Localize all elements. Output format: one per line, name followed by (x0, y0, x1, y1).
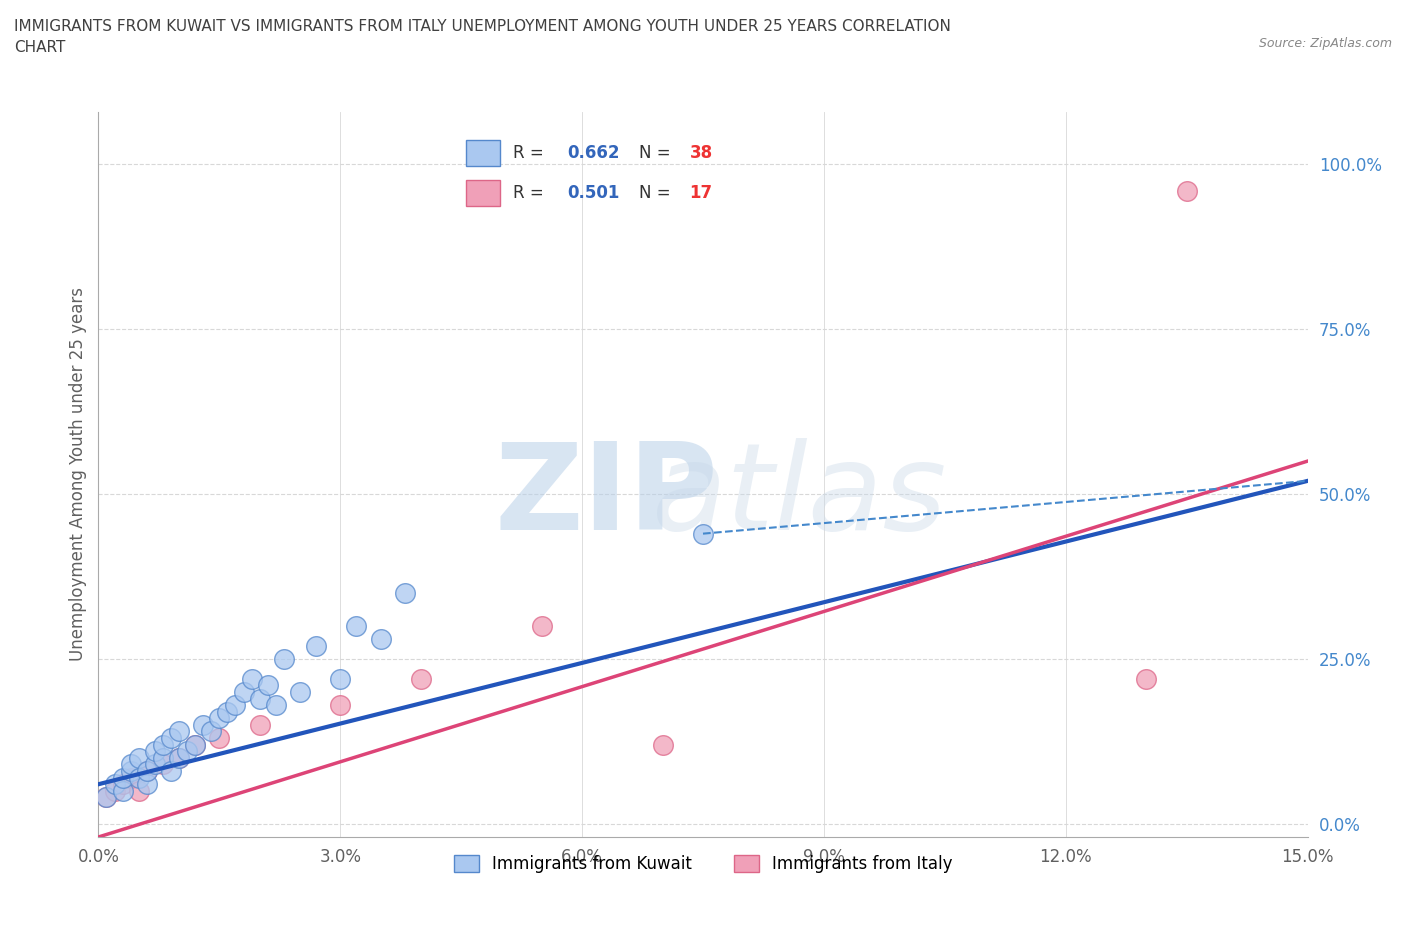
Point (167, 751, 190, 765)
Point (273, 652, 295, 667)
Point (184, 737, 207, 752)
Point (96, 790, 118, 804)
Point (240, 671, 263, 686)
Y-axis label: Unemployment Among Youth under 25 years: Unemployment Among Youth under 25 years (69, 287, 87, 661)
Point (249, 691, 271, 706)
Point (103, 783, 125, 798)
Point (288, 684, 311, 699)
Point (208, 731, 231, 746)
Point (256, 678, 278, 693)
Point (128, 783, 150, 798)
Point (160, 764, 183, 778)
Point (394, 586, 416, 601)
Text: Source: ZipAtlas.com: Source: ZipAtlas.com (1258, 37, 1392, 50)
Point (128, 751, 150, 765)
Point (135, 764, 157, 778)
Point (224, 698, 246, 712)
Point (184, 737, 207, 752)
Point (1135, 671, 1157, 686)
Point (370, 631, 392, 646)
Point (692, 526, 714, 541)
Point (200, 724, 222, 739)
Point (264, 698, 287, 712)
Point (305, 638, 328, 653)
Point (152, 737, 174, 752)
Point (167, 751, 190, 765)
Point (152, 757, 174, 772)
Point (530, 618, 553, 633)
Point (176, 744, 198, 759)
Point (135, 764, 157, 778)
Point (232, 684, 254, 699)
Legend: Immigrants from Kuwait, Immigrants from Italy: Immigrants from Kuwait, Immigrants from … (447, 848, 959, 880)
Point (409, 671, 432, 686)
Point (208, 711, 231, 725)
Point (651, 737, 673, 752)
Point (143, 757, 166, 772)
Point (329, 671, 352, 686)
Text: ZIP: ZIP (495, 437, 718, 554)
Point (344, 618, 367, 633)
Point (111, 770, 134, 785)
Point (103, 777, 125, 791)
Point (167, 724, 190, 739)
Point (111, 777, 134, 791)
Text: IMMIGRANTS FROM KUWAIT VS IMMIGRANTS FROM ITALY UNEMPLOYMENT AMONG YOUTH UNDER 2: IMMIGRANTS FROM KUWAIT VS IMMIGRANTS FRO… (14, 19, 950, 55)
Point (135, 777, 157, 791)
Point (193, 717, 215, 732)
Point (152, 751, 174, 765)
Point (329, 698, 352, 712)
Point (217, 704, 239, 719)
Point (111, 783, 134, 798)
Text: atlas: atlas (652, 437, 948, 554)
Point (120, 764, 142, 778)
Point (120, 770, 142, 785)
Point (249, 717, 271, 732)
Point (1175, 183, 1198, 198)
Point (120, 757, 142, 772)
Point (96, 790, 118, 804)
Point (160, 731, 183, 746)
Point (128, 770, 150, 785)
Point (143, 744, 166, 759)
